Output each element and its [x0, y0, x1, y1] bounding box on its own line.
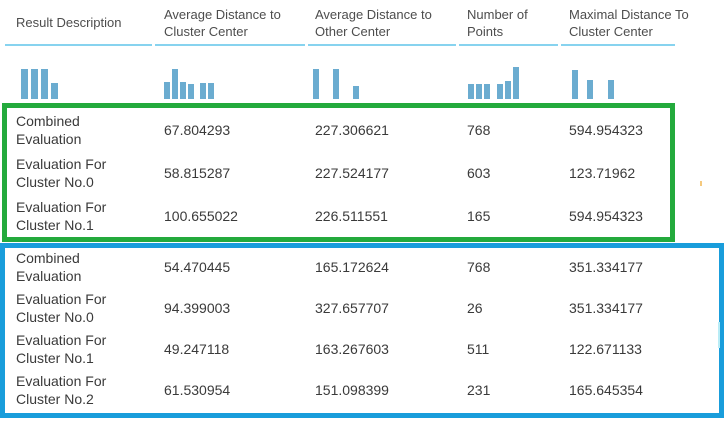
table-row: Evaluation For Cluster No.2 61.530954 15…	[0, 369, 727, 410]
avg-distance-cluster-histogram-bar[interactable]	[180, 82, 186, 99]
scrollbar-artifact	[718, 322, 720, 348]
avg-distance-other-histogram-bar[interactable]	[333, 69, 339, 99]
table-row: Evaluation For Cluster No.1 49.247118 16…	[0, 328, 727, 369]
number-of-points-histogram-bar[interactable]	[497, 84, 503, 99]
table-row: Combined Evaluation 67.804293 227.306621…	[0, 108, 727, 151]
row-label: Evaluation For Cluster No.0	[16, 290, 107, 325]
maximal-distance-cluster-histogram-bar[interactable]	[572, 70, 578, 99]
number-of-points-histogram-bar[interactable]	[505, 81, 511, 99]
row-label: Evaluation For Cluster No.1	[16, 331, 107, 366]
number-of-points-histogram-bar[interactable]	[476, 84, 482, 99]
header-underline	[308, 44, 456, 46]
header-underline	[5, 44, 152, 46]
avg-distance-other-value: 227.524177	[315, 164, 389, 181]
result-description-histogram-bar[interactable]	[31, 69, 38, 99]
table-row: Evaluation For Cluster No.1 100.655022 2…	[0, 194, 727, 237]
number-of-points-value: 768	[467, 258, 491, 275]
avg-distance-cluster-value: 100.655022	[164, 207, 238, 224]
max-distance-cluster-value: 165.645354	[569, 381, 643, 398]
avg-distance-cluster-histogram-bar[interactable]	[164, 82, 170, 99]
avg-distance-cluster-histogram-bar[interactable]	[172, 69, 178, 99]
avg-distance-cluster-value: 67.804293	[164, 121, 231, 138]
max-distance-cluster-value: 594.954323	[569, 207, 643, 224]
max-distance-cluster-value: 123.71962	[569, 164, 636, 181]
avg-distance-other-value: 165.172624	[315, 258, 389, 275]
avg-distance-other-value: 327.657707	[315, 299, 389, 316]
result-description-histogram-bar[interactable]	[51, 83, 58, 99]
table-row: Evaluation For Cluster No.0 58.815287 22…	[0, 151, 727, 194]
max-distance-cluster-value: 122.671133	[569, 340, 642, 357]
header-underline	[459, 44, 558, 46]
column-header-maximal-distance-cluster-center[interactable]: Maximal Distance To Cluster Center	[569, 6, 689, 39]
row-label: Combined Evaluation	[16, 112, 82, 147]
number-of-points-histogram-bar[interactable]	[468, 84, 474, 99]
avg-distance-cluster-value: 94.399003	[164, 299, 231, 316]
number-of-points-value: 603	[467, 164, 491, 181]
result-description-histogram-bar[interactable]	[21, 69, 28, 99]
header-underline	[561, 44, 675, 46]
avg-distance-other-histogram-bar[interactable]	[313, 69, 319, 99]
avg-distance-other-histogram-bar[interactable]	[353, 86, 359, 99]
column-header-number-of-points[interactable]: Number of Points	[467, 6, 528, 39]
max-distance-cluster-value: 351.334177	[569, 299, 643, 316]
avg-distance-cluster-value: 54.470445	[164, 258, 231, 275]
table-row: Combined Evaluation 54.470445 165.172624…	[0, 246, 727, 287]
number-of-points-histogram-bar[interactable]	[513, 67, 519, 99]
avg-distance-other-value: 163.267603	[315, 340, 389, 357]
max-distance-cluster-value: 594.954323	[569, 121, 643, 138]
header-underline	[155, 44, 305, 46]
avg-distance-cluster-value: 58.815287	[164, 164, 231, 181]
row-label: Evaluation For Cluster No.0	[16, 155, 107, 190]
number-of-points-value: 231	[467, 381, 491, 398]
avg-distance-cluster-value: 61.530954	[164, 381, 231, 398]
cursor-artifact	[700, 181, 702, 186]
number-of-points-value: 768	[467, 121, 491, 138]
column-header-avg-distance-cluster-center[interactable]: Average Distance to Cluster Center	[164, 6, 281, 39]
column-header-avg-distance-other-center[interactable]: Average Distance to Other Center	[315, 6, 432, 39]
row-label: Evaluation For Cluster No.1	[16, 198, 107, 233]
row-label: Combined Evaluation	[16, 249, 82, 284]
table-row: Evaluation For Cluster No.0 94.399003 32…	[0, 287, 727, 328]
row-label: Evaluation For Cluster No.2	[16, 372, 107, 407]
number-of-points-value: 165	[467, 207, 491, 224]
maximal-distance-cluster-histogram-bar[interactable]	[587, 80, 593, 99]
avg-distance-cluster-histogram-bar[interactable]	[208, 83, 214, 99]
maximal-distance-cluster-histogram-bar[interactable]	[608, 80, 614, 99]
number-of-points-histogram-bar[interactable]	[484, 84, 490, 99]
avg-distance-cluster-value: 49.247118	[164, 340, 230, 357]
avg-distance-other-value: 226.511551	[315, 207, 388, 224]
column-header-result-description[interactable]: Result Description	[16, 15, 122, 30]
max-distance-cluster-value: 351.334177	[569, 258, 643, 275]
avg-distance-other-value: 227.306621	[315, 121, 389, 138]
number-of-points-value: 26	[467, 299, 483, 316]
avg-distance-cluster-histogram-bar[interactable]	[188, 84, 194, 99]
avg-distance-other-value: 151.098399	[315, 381, 389, 398]
avg-distance-cluster-histogram-bar[interactable]	[200, 83, 206, 99]
result-description-histogram-bar[interactable]	[41, 69, 48, 99]
number-of-points-value: 511	[467, 340, 490, 357]
